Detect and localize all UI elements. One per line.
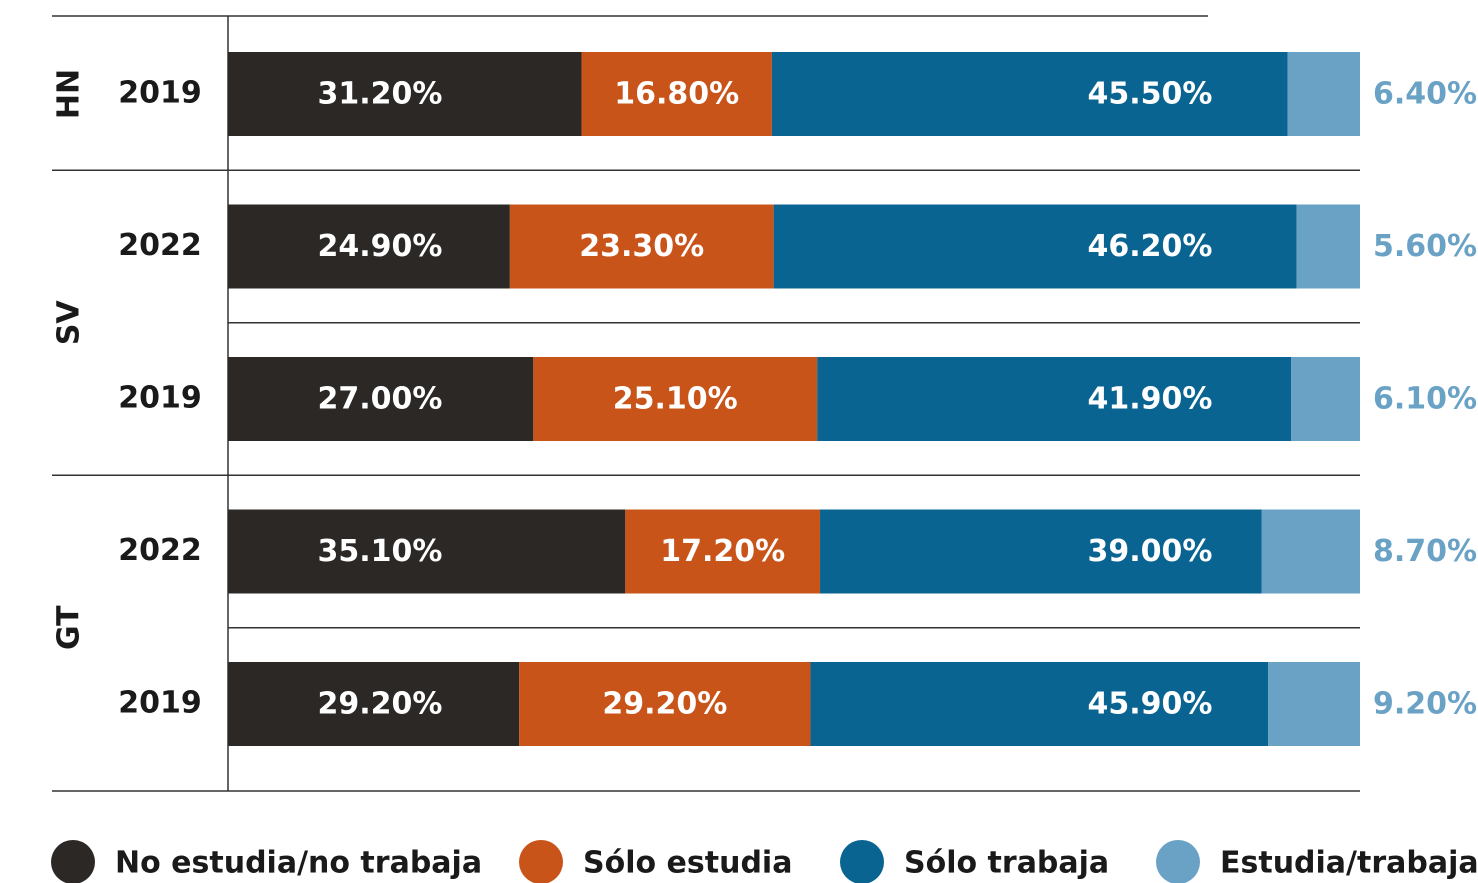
bar-segment: [228, 204, 510, 289]
legend-swatch: [1156, 840, 1200, 883]
value-label: 31.20%: [318, 77, 443, 112]
bar-segment: [1287, 52, 1360, 136]
value-label: 27.00%: [318, 382, 443, 417]
value-label: 29.20%: [602, 687, 727, 722]
legend-swatch: [519, 840, 563, 883]
value-label: 35.10%: [318, 534, 443, 569]
value-label: 6.40%: [1373, 77, 1477, 112]
bar-segment: [810, 662, 1269, 746]
legend-label: Estudia/trabaja: [1220, 846, 1478, 881]
value-label: 24.90%: [318, 229, 443, 264]
bar-segment: [228, 509, 626, 594]
value-label: 46.20%: [1088, 229, 1213, 264]
group-label: HN: [52, 69, 87, 119]
value-label: 6.10%: [1373, 382, 1477, 417]
value-label: 8.70%: [1373, 534, 1477, 569]
bar-segment: [1268, 662, 1360, 746]
legend-label: Sólo estudia: [583, 846, 792, 881]
bar-segment: [817, 357, 1292, 441]
value-label: 25.10%: [613, 382, 738, 417]
bar-segment: [228, 662, 520, 746]
bar-segment: [519, 662, 811, 746]
bar-segment: [820, 509, 1262, 594]
bar-segment: [1296, 204, 1360, 289]
bar-segment: [625, 509, 821, 594]
value-label: 23.30%: [579, 229, 704, 264]
legend-label: No estudia/no trabaja: [115, 846, 482, 881]
bar-segment: [1261, 509, 1360, 594]
value-label: 9.20%: [1373, 687, 1477, 722]
category-label: 2019: [118, 686, 202, 721]
value-label: 17.20%: [660, 534, 785, 569]
value-label: 39.00%: [1088, 534, 1213, 569]
value-label: 5.60%: [1373, 229, 1477, 264]
category-label: 2022: [118, 533, 202, 568]
bar-segment: [228, 357, 534, 441]
category-label: 2019: [118, 76, 202, 111]
value-label: 16.80%: [614, 77, 739, 112]
value-label: 45.50%: [1088, 77, 1213, 112]
legend-label: Sólo trabaja: [904, 846, 1109, 881]
value-label: 29.20%: [318, 687, 443, 722]
legend-swatch: [840, 840, 884, 883]
bar-segment: [533, 357, 818, 441]
bar-segment: [771, 52, 1288, 136]
bar-segment: [1291, 357, 1360, 441]
legend-swatch: [51, 840, 95, 883]
value-label: 41.90%: [1088, 382, 1213, 417]
bar-segment: [581, 52, 772, 136]
bar-segment: [228, 52, 582, 136]
value-label: 45.90%: [1088, 687, 1213, 722]
group-label: GT: [52, 605, 87, 650]
category-label: 2019: [118, 381, 202, 416]
bar-segment: [509, 204, 774, 289]
bar-segment: [773, 204, 1297, 289]
group-label: SV: [52, 300, 87, 346]
category-label: 2022: [118, 228, 202, 263]
